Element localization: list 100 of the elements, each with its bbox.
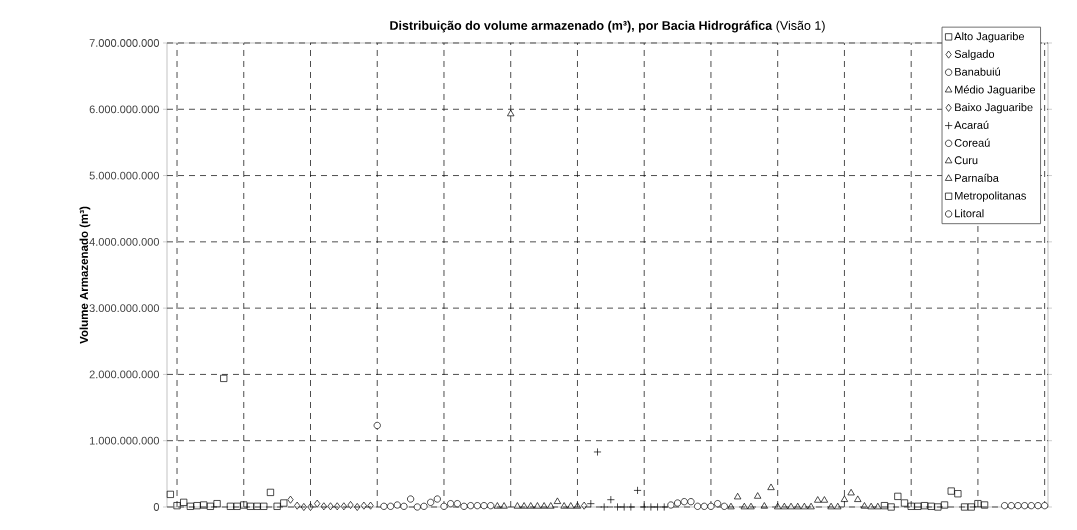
point <box>226 502 234 510</box>
point <box>794 502 802 510</box>
point <box>1001 502 1009 510</box>
point <box>1014 502 1022 510</box>
point <box>840 495 849 502</box>
legend-label: Salgado <box>954 49 995 61</box>
point <box>747 502 755 510</box>
point <box>613 503 622 511</box>
point <box>273 502 281 510</box>
point <box>680 498 688 506</box>
chart-title: Distribuição do volume armazenado (m³), por Bacia Hidrográfica (Visão 1) <box>390 20 825 33</box>
point <box>687 498 695 506</box>
point <box>354 503 361 511</box>
legend-label: Baixo Jaguaribe <box>955 103 1033 114</box>
point <box>180 498 188 506</box>
point <box>213 500 221 508</box>
y-tick-label: 1.000.000.000 <box>89 436 160 445</box>
point <box>407 495 415 503</box>
point <box>166 490 174 498</box>
point <box>173 502 181 510</box>
point <box>961 503 969 511</box>
point <box>720 502 728 510</box>
point <box>940 501 949 509</box>
point <box>927 502 935 510</box>
point <box>300 503 307 511</box>
y-tick-label: 6.000.000.000 <box>89 105 160 114</box>
point <box>413 503 421 511</box>
point <box>314 499 321 508</box>
legend-label: Parnaíba <box>955 173 999 182</box>
point <box>507 109 515 117</box>
point <box>827 502 835 510</box>
point <box>186 502 194 510</box>
point <box>334 502 341 511</box>
point <box>433 495 441 503</box>
point <box>967 503 975 511</box>
point <box>480 502 488 510</box>
point <box>500 502 508 509</box>
point <box>954 490 962 498</box>
point <box>193 502 201 510</box>
point <box>1034 502 1042 510</box>
legend-label: Alto Jaguaribe <box>954 32 1025 43</box>
point <box>847 488 855 496</box>
point <box>920 502 929 510</box>
point <box>874 502 882 510</box>
y-tick-label: 2.000.000.000 <box>89 370 160 379</box>
point <box>520 502 528 509</box>
point <box>540 502 548 509</box>
point <box>420 502 428 510</box>
point <box>714 500 722 508</box>
point <box>453 500 461 508</box>
point <box>814 496 822 503</box>
point <box>373 421 381 430</box>
point <box>233 502 241 510</box>
point <box>287 495 294 504</box>
point <box>380 502 388 510</box>
point <box>626 503 635 511</box>
y-tick-label: 7.000.000.000 <box>89 39 160 47</box>
y-tick-label: 0 <box>153 503 160 511</box>
point <box>880 502 889 510</box>
point <box>347 501 354 509</box>
point <box>774 502 782 510</box>
point <box>586 499 595 508</box>
legend-label: Coreaú <box>954 138 990 147</box>
point <box>427 498 435 506</box>
point <box>393 501 401 509</box>
point <box>220 374 228 382</box>
point <box>533 502 542 509</box>
point <box>620 503 629 511</box>
point <box>206 502 214 510</box>
point <box>327 502 334 511</box>
legend-label: Metropolitanas <box>955 191 1026 202</box>
point <box>820 496 829 503</box>
point <box>707 502 715 510</box>
point <box>547 502 555 509</box>
point <box>860 502 869 509</box>
point <box>447 500 455 508</box>
point <box>280 499 288 507</box>
point <box>606 495 615 504</box>
point <box>200 501 208 509</box>
point <box>387 502 395 510</box>
point <box>467 502 475 510</box>
point <box>834 502 842 510</box>
y-tick-label: 5.000.000.000 <box>89 171 160 180</box>
point <box>727 502 735 510</box>
point <box>653 503 662 511</box>
point <box>593 448 602 456</box>
point <box>320 502 327 511</box>
point <box>780 502 789 510</box>
point <box>400 502 408 510</box>
point <box>760 502 768 509</box>
point <box>934 503 942 511</box>
point <box>740 502 748 510</box>
legend-label: Curu <box>954 156 978 165</box>
legend-label: Banabuiú <box>955 67 1000 76</box>
point <box>854 495 862 502</box>
point <box>240 501 248 509</box>
point <box>487 502 495 510</box>
point <box>513 502 522 509</box>
point <box>700 502 708 510</box>
point <box>1041 502 1049 510</box>
